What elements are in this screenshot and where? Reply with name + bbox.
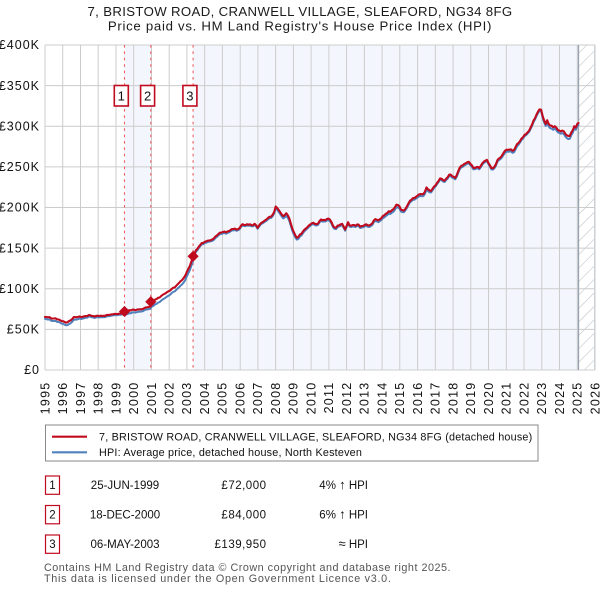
svg-text:06-MAY-2003: 06-MAY-2003 <box>90 539 159 551</box>
svg-text:£400K: £400K <box>0 38 40 52</box>
svg-text:2003: 2003 <box>180 382 194 415</box>
svg-text:Contains HM Land Registry data: Contains HM Land Registry data © Crown c… <box>44 562 451 574</box>
svg-text:2001: 2001 <box>145 382 159 415</box>
svg-text:2004: 2004 <box>198 382 212 415</box>
svg-text:1: 1 <box>118 89 125 104</box>
svg-text:2: 2 <box>49 510 55 522</box>
svg-text:2016: 2016 <box>411 382 425 415</box>
svg-text:2020: 2020 <box>482 382 496 415</box>
svg-text:£350K: £350K <box>0 79 40 93</box>
svg-text:2009: 2009 <box>287 382 301 415</box>
svg-text:1998: 1998 <box>92 382 106 415</box>
svg-text:Price paid vs. HM Land Registr: Price paid vs. HM Land Registry's House … <box>108 19 492 34</box>
svg-text:4% ↑ HPI: 4% ↑ HPI <box>319 477 368 492</box>
svg-text:2026: 2026 <box>588 382 600 415</box>
svg-text:1995: 1995 <box>38 382 52 415</box>
svg-text:1997: 1997 <box>74 382 88 415</box>
svg-text:2023: 2023 <box>535 382 549 415</box>
svg-text:25-JUN-1999: 25-JUN-1999 <box>91 480 159 492</box>
svg-text:2005: 2005 <box>216 382 230 415</box>
svg-text:2021: 2021 <box>500 382 514 415</box>
svg-text:£150K: £150K <box>0 241 40 255</box>
svg-text:1: 1 <box>49 480 55 492</box>
svg-text:2013: 2013 <box>358 382 372 415</box>
svg-text:6% ↑ HPI: 6% ↑ HPI <box>319 507 368 522</box>
svg-text:£72,000: £72,000 <box>221 480 266 492</box>
svg-text:2012: 2012 <box>340 382 354 415</box>
svg-text:1996: 1996 <box>56 382 70 415</box>
svg-text:2024: 2024 <box>553 382 567 415</box>
svg-text:£84,000: £84,000 <box>221 510 266 522</box>
svg-text:HPI: Average price, detached h: HPI: Average price, detached house, Nort… <box>99 447 362 459</box>
svg-text:2014: 2014 <box>375 382 389 415</box>
svg-text:≈ HPI: ≈ HPI <box>338 536 368 551</box>
svg-text:£139,950: £139,950 <box>215 539 267 551</box>
svg-text:2019: 2019 <box>464 382 478 415</box>
svg-text:1999: 1999 <box>109 382 123 415</box>
svg-text:2007: 2007 <box>251 382 265 415</box>
svg-text:£0: £0 <box>24 363 40 377</box>
svg-text:2: 2 <box>144 89 151 104</box>
svg-text:2002: 2002 <box>163 382 177 415</box>
svg-text:£100K: £100K <box>0 282 40 296</box>
svg-text:£50K: £50K <box>7 323 40 337</box>
svg-text:2008: 2008 <box>269 382 283 415</box>
svg-text:7, BRISTOW ROAD, CRANWELL VILL: 7, BRISTOW ROAD, CRANWELL VILLAGE, SLEAF… <box>87 4 512 19</box>
svg-text:2017: 2017 <box>429 382 443 415</box>
svg-text:This data is licensed under th: This data is licensed under the Open Gov… <box>44 573 392 585</box>
svg-text:3: 3 <box>186 89 193 104</box>
svg-text:2010: 2010 <box>304 382 318 415</box>
svg-text:£250K: £250K <box>0 160 40 174</box>
svg-text:2015: 2015 <box>393 382 407 415</box>
svg-text:2006: 2006 <box>234 382 248 415</box>
svg-text:£200K: £200K <box>0 201 40 215</box>
svg-text:2011: 2011 <box>322 382 336 414</box>
svg-text:2025: 2025 <box>571 382 585 415</box>
svg-text:3: 3 <box>49 539 55 551</box>
svg-text:2022: 2022 <box>517 382 531 415</box>
svg-text:£300K: £300K <box>0 119 40 133</box>
svg-text:2018: 2018 <box>446 382 460 415</box>
svg-text:18-DEC-2000: 18-DEC-2000 <box>90 510 160 522</box>
svg-text:2000: 2000 <box>127 382 141 415</box>
svg-text:7, BRISTOW ROAD, CRANWELL VILL: 7, BRISTOW ROAD, CRANWELL VILLAGE, SLEAF… <box>99 432 532 444</box>
